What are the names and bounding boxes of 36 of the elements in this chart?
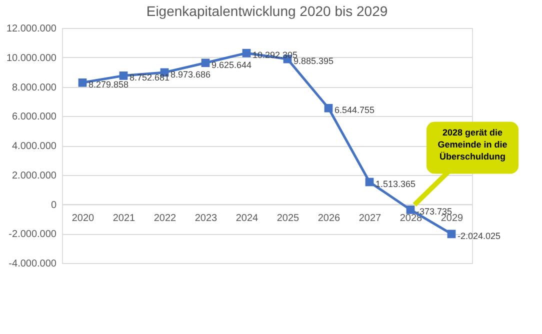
point (447, 230, 456, 238)
y-tick-label: 12.000.000 (6, 24, 57, 34)
point (242, 48, 251, 58)
x-tick-label: 2023 (194, 212, 218, 224)
text: 8.279.858 (88, 80, 129, 90)
y-tick-label: -2.000.000 (8, 229, 57, 240)
x-tick-label: 2026 (318, 212, 341, 224)
text: 8.752.681 (130, 72, 170, 83)
text: 9.625.644 (212, 60, 252, 70)
point (201, 58, 210, 68)
point (365, 178, 374, 186)
x-tick-label: 2022 (154, 212, 177, 224)
chart-title: Eigenkapitalentwicklung 2020 bis 2029 (146, 3, 388, 19)
text: 1.513.365 (376, 179, 416, 190)
x-tick-label: 2025 (276, 212, 300, 224)
y-tick-label: -4.000.000 (8, 258, 57, 270)
x-tick-label: 2027 (358, 212, 382, 224)
point (324, 104, 333, 112)
y-tick-label: 2.000.000 (12, 170, 57, 182)
text: 8.973.686 (170, 69, 211, 80)
text: 9.885.395 (294, 56, 334, 66)
text: -2.024.025 (458, 230, 501, 241)
y-tick-label: 4.000.000 (12, 141, 57, 152)
text: 6.544.755 (334, 105, 375, 116)
y-tick-label: 0 (50, 200, 57, 211)
annotation: 2028 gerät die Gemeinde in die Überschuldung (438, 128, 508, 162)
point (119, 72, 128, 80)
point (406, 206, 415, 214)
point (78, 78, 87, 87)
x-tick-label: 2021 (112, 212, 136, 224)
x-tick-label: 2029 (440, 212, 464, 224)
x-tick-label: 2020 (72, 212, 95, 224)
y-tick-label: 10.000.000 (6, 52, 57, 64)
y-tick-label: 8.000.000 (12, 82, 57, 94)
y-tick-label: 6.000.000 (12, 112, 57, 123)
x-tick-label: 2024 (236, 212, 259, 224)
